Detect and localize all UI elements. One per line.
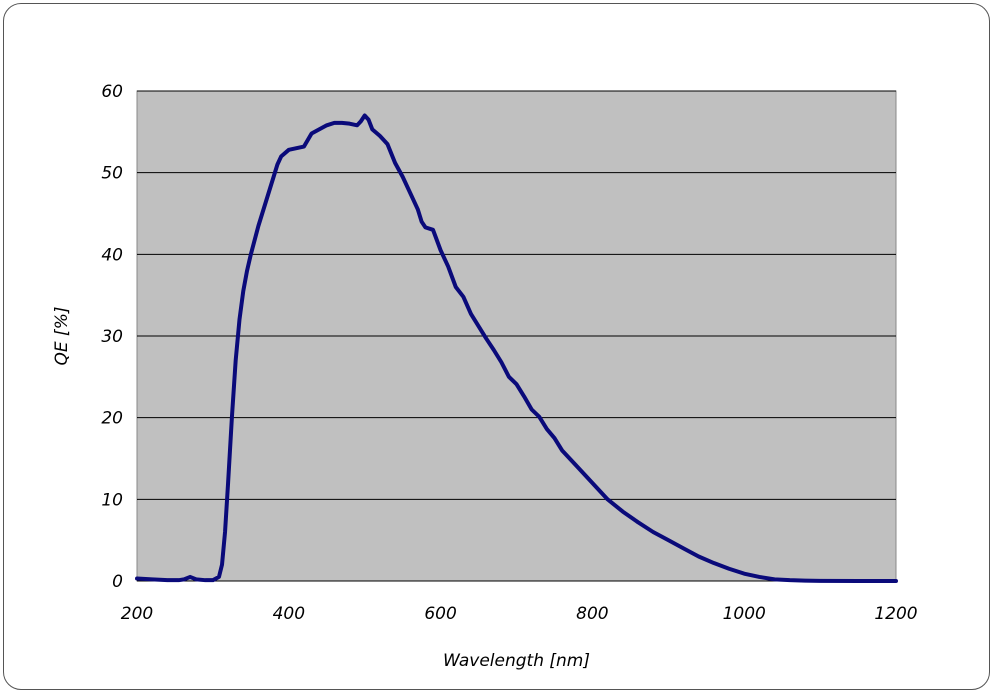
- y-tick-label: 10: [101, 490, 123, 510]
- y-axis-label: QE [%]: [52, 307, 72, 366]
- x-tick-label: 1200: [874, 604, 917, 624]
- y-tick-label: 40: [101, 245, 123, 265]
- qe-curve: [135, 113, 898, 583]
- x-tick-labels: 200 400 600 800 1000 1200: [121, 604, 918, 624]
- x-tick-label: 200: [121, 604, 153, 624]
- y-tick-label: 20: [101, 409, 123, 429]
- x-axis-label: Wavelength [nm]: [443, 651, 590, 671]
- y-tick-label: 50: [101, 164, 123, 184]
- x-tick-label: 800: [576, 604, 608, 624]
- x-tick-label: 400: [273, 604, 305, 624]
- y-tick-label: 30: [101, 327, 123, 347]
- grid-lines: [137, 90, 896, 582]
- y-tick-label: 0: [112, 572, 123, 592]
- x-tick-label: 1000: [723, 604, 766, 624]
- y-tick-label: 60: [101, 82, 123, 102]
- y-tick-labels: 0 10 20 30 40 50 60: [101, 82, 123, 592]
- x-tick-label: 600: [424, 604, 456, 624]
